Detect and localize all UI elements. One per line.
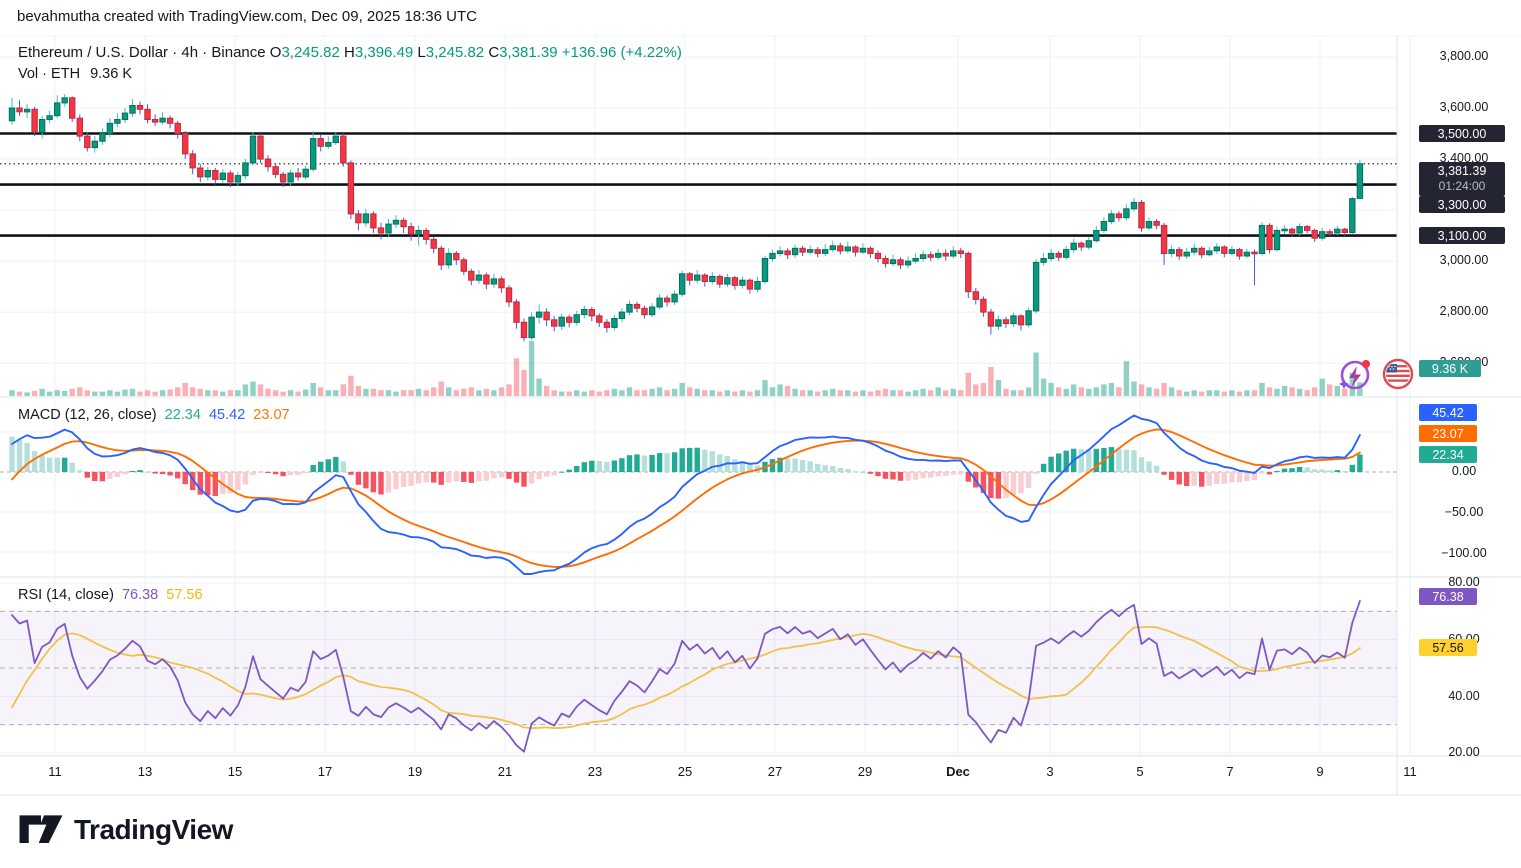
time-axis-label: 5 — [1136, 764, 1144, 779]
time-axis-label: 3 — [1046, 764, 1054, 779]
price-axis-label: 3,000.00 — [1439, 253, 1489, 267]
attribution-text: bevahmutha created with TradingView.com,… — [17, 8, 477, 25]
symbol-legend: Ethereum / U.S. Dollar · 4h · Binance O3… — [18, 44, 682, 61]
time-axis-label: 17 — [317, 764, 333, 779]
macd-axis-label: −100.00 — [1441, 546, 1487, 560]
rsi-legend: RSI (14, close) 76.38 57.56 — [18, 587, 207, 603]
time-axis-label: 11 — [48, 764, 62, 779]
high-value: 3,396.49 — [354, 44, 414, 61]
price-axis-badge: 3,500.00 — [1419, 125, 1505, 142]
price-axis-badge: 3,100.00 — [1419, 227, 1505, 244]
price-axis-label: 3,600.00 — [1439, 100, 1489, 114]
tradingview-logo[interactable]: TradingView — [18, 812, 233, 848]
symbol-title[interactable]: Ethereum / U.S. Dollar · 4h · Binance — [18, 44, 266, 61]
us-flag-icon[interactable] — [1381, 357, 1415, 396]
rsi-axis-label: 80.00 — [1448, 575, 1480, 589]
rsi-axis-badge: 76.38 — [1419, 588, 1477, 605]
volume-legend: Vol · ETH 9.36 K — [18, 66, 132, 82]
macd-title[interactable]: MACD (12, 26, close) — [18, 407, 157, 423]
price-axis-badge: 9.36 K — [1419, 360, 1481, 377]
high-label: H — [344, 44, 355, 61]
time-axis-label: 15 — [227, 764, 243, 779]
price-axis-label: 3,400.00 — [1439, 151, 1489, 165]
macd-line-value: 45.42 — [208, 407, 246, 423]
time-axis-label: 23 — [587, 764, 603, 779]
macd-hist-value: 22.34 — [164, 407, 201, 423]
tradingview-logo-text: TradingView — [74, 814, 233, 845]
time-axis-label: 25 — [677, 764, 693, 779]
low-label: L — [417, 44, 426, 61]
macd-axis-badge: 23.07 — [1419, 425, 1477, 442]
time-axis-label: 27 — [767, 764, 783, 779]
macd-axis-label: 0.00 — [1451, 464, 1477, 478]
macd-axis-label: −50.00 — [1444, 505, 1484, 519]
rsi-axis-label: 40.00 — [1448, 689, 1480, 703]
low-value: 3,245.82 — [425, 44, 485, 61]
time-axis-label: 29 — [857, 764, 873, 779]
time-axis-label: 19 — [407, 764, 423, 779]
time-axis-label: 9 — [1316, 764, 1324, 779]
volume-label[interactable]: Vol · ETH — [18, 66, 81, 82]
macd-legend: MACD (12, 26, close) 22.34 45.42 23.07 — [18, 407, 294, 423]
time-axis-label: 11 — [1403, 764, 1417, 779]
close-label: C — [488, 44, 500, 61]
rsi-axis-badge: 57.56 — [1419, 639, 1477, 656]
macd-axis-badge: 45.42 — [1419, 404, 1477, 421]
time-axis-label: 13 — [137, 764, 153, 779]
time-axis-label: Dec — [946, 764, 970, 779]
macd-axis-badge: 22.34 — [1419, 446, 1477, 463]
price-axis-badge: 3,300.00 — [1419, 196, 1505, 213]
volume-value: 9.36 K — [90, 66, 132, 82]
price-axis-label: 2,800.00 — [1439, 304, 1489, 318]
price-axis-label: 3,800.00 — [1439, 49, 1489, 63]
rsi-ma-value: 57.56 — [166, 587, 203, 603]
open-value: 3,245.82 — [281, 44, 340, 61]
spark-lightning-icon[interactable] — [1336, 355, 1374, 398]
last-price-badge: 3,381.39 01:24:00 — [1419, 162, 1505, 196]
change-value: +136.96 (+4.22%) — [561, 44, 682, 61]
open-label: O — [269, 44, 282, 61]
rsi-title[interactable]: RSI (14, close) — [18, 587, 114, 603]
macd-signal-value: 23.07 — [253, 407, 290, 423]
time-axis-label: 21 — [497, 764, 513, 779]
rsi-axis-label: 20.00 — [1448, 745, 1480, 759]
close-value: 3,381.39 — [499, 44, 558, 61]
rsi-value: 76.38 — [121, 587, 159, 603]
tradingview-logo-mark — [19, 815, 63, 844]
time-axis-label: 7 — [1226, 764, 1234, 779]
